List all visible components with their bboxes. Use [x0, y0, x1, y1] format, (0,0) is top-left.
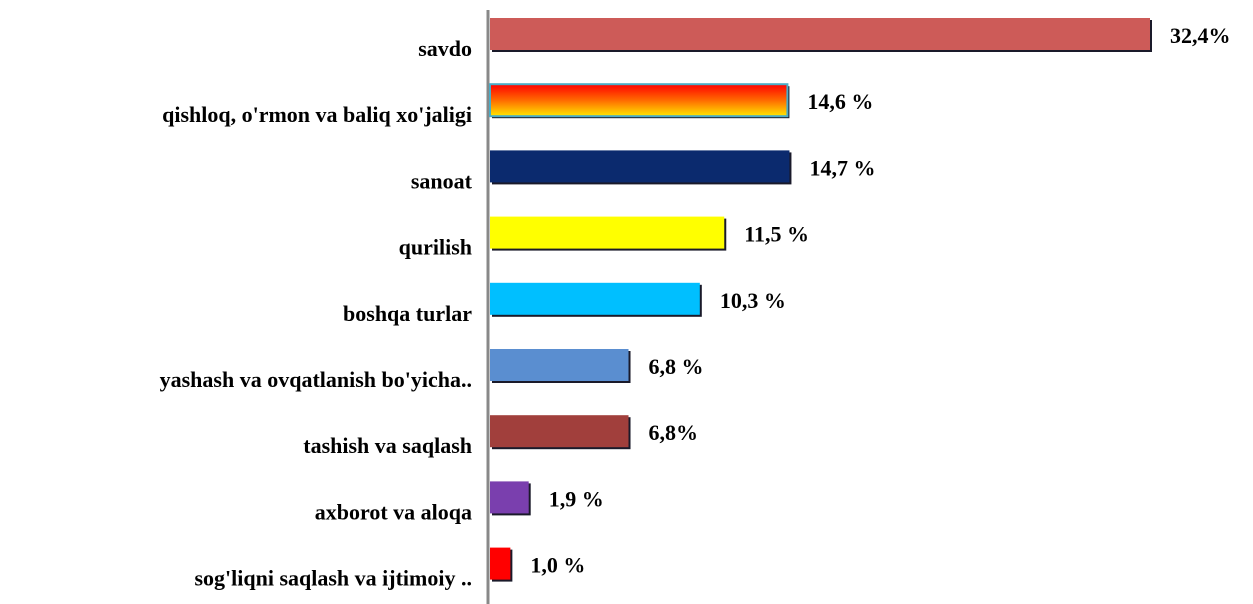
bar [490, 150, 790, 183]
value-label: 6,8% [649, 420, 699, 445]
category-label: sog'liqni saqlash va ijtimoiy .. [194, 566, 472, 591]
value-label: 14,6 % [807, 89, 873, 114]
category-label: axborot va aloqa [315, 499, 472, 524]
value-label: 10,3 % [720, 288, 786, 313]
bar [490, 415, 629, 448]
bar [489, 83, 789, 118]
category-label: qurilish [399, 235, 472, 260]
category-label: yashash va ovqatlanish bo'yicha.. [160, 367, 472, 392]
value-label: 14,7 % [809, 155, 875, 180]
category-label: savdo [418, 36, 472, 61]
category-label: tashish va saqlash [303, 433, 472, 458]
value-label: 32,4% [1170, 23, 1231, 48]
category-label: boshqa turlar [343, 301, 472, 326]
value-label: 1,0 % [530, 553, 585, 578]
bar [490, 481, 529, 514]
value-label: 1,9 % [549, 486, 604, 511]
bar [490, 547, 511, 580]
category-label: qishloq, o'rmon va baliq xo'jaligi [162, 102, 472, 127]
category-label: sanoat [411, 168, 473, 193]
bar [490, 216, 725, 249]
bar [490, 18, 1150, 50]
bar [490, 349, 629, 381]
value-label: 11,5 % [744, 222, 809, 247]
bar [490, 282, 700, 315]
value-label: 6,8 % [649, 354, 704, 379]
